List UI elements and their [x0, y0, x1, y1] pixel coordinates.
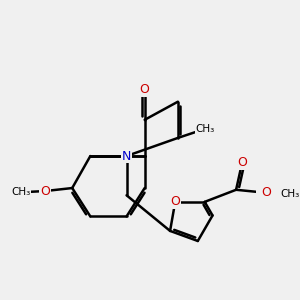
- Text: O: O: [237, 156, 247, 169]
- Text: O: O: [170, 195, 180, 208]
- Text: CH₃: CH₃: [281, 189, 300, 199]
- Text: O: O: [261, 186, 271, 199]
- Text: O: O: [140, 83, 150, 96]
- Text: CH₃: CH₃: [11, 187, 31, 197]
- Text: O: O: [40, 184, 50, 198]
- Text: CH₃: CH₃: [195, 124, 215, 134]
- Text: N: N: [122, 149, 131, 163]
